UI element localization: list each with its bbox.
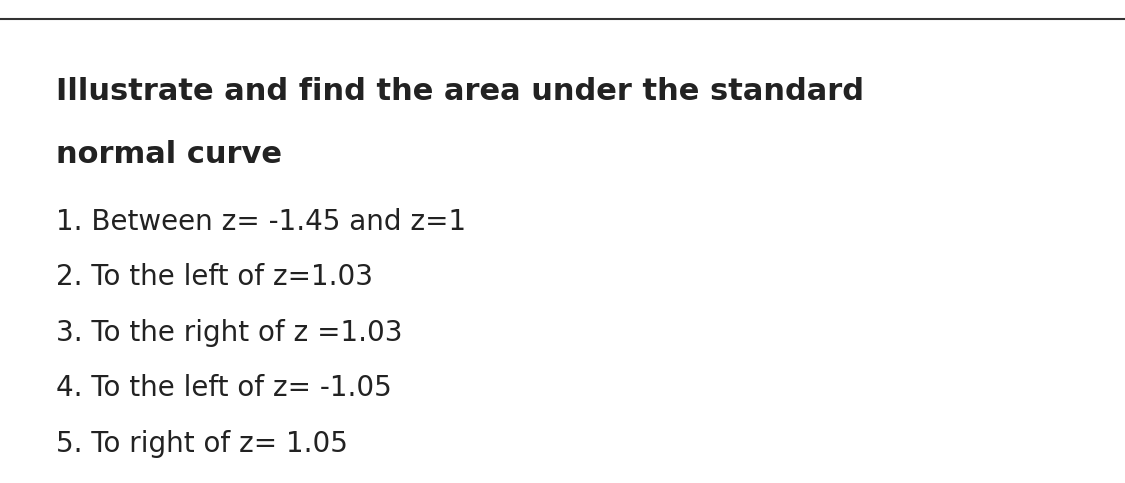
Text: 1. Between z= -1.45 and z=1: 1. Between z= -1.45 and z=1 xyxy=(56,208,467,236)
Text: 2. To the left of z=1.03: 2. To the left of z=1.03 xyxy=(56,263,374,291)
Text: 3. To the right of z =1.03: 3. To the right of z =1.03 xyxy=(56,319,403,347)
Text: 4. To the left of z= -1.05: 4. To the left of z= -1.05 xyxy=(56,374,392,402)
Text: Illustrate and find the area under the standard: Illustrate and find the area under the s… xyxy=(56,77,864,106)
Text: 5. To right of z= 1.05: 5. To right of z= 1.05 xyxy=(56,430,348,458)
Text: normal curve: normal curve xyxy=(56,140,282,169)
